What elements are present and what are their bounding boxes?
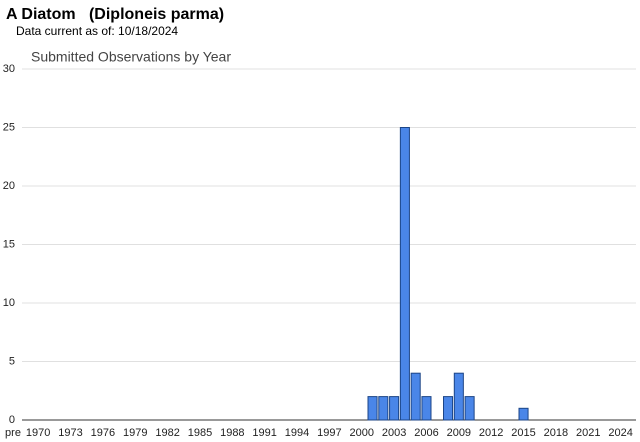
y-tick-label: 10 xyxy=(3,297,15,309)
bar xyxy=(399,127,410,421)
y-tick-label: 30 xyxy=(3,63,15,75)
x-tick-label: 1994 xyxy=(285,427,309,439)
x-tick-label: 1970 xyxy=(26,427,50,439)
y-tick-label: 25 xyxy=(3,121,15,133)
bar xyxy=(453,372,464,421)
x-tick-label: 2000 xyxy=(350,427,374,439)
bar xyxy=(464,396,475,421)
bar xyxy=(443,396,454,421)
bar xyxy=(378,396,389,421)
x-tick-label: 1973 xyxy=(58,427,82,439)
y-tick-label: 15 xyxy=(3,238,15,250)
y-tick-label: 20 xyxy=(3,180,15,192)
x-tick-label: 2021 xyxy=(576,427,600,439)
x-tick-label: 1991 xyxy=(252,427,276,439)
x-tick-label: 2003 xyxy=(382,427,406,439)
bar xyxy=(410,372,421,421)
bar xyxy=(389,396,400,421)
page-title: A Diatom (Diploneis parma) xyxy=(6,6,224,23)
x-tick-label: 1988 xyxy=(220,427,244,439)
x-tick-label: pre xyxy=(5,427,21,439)
x-tick-label: 1997 xyxy=(317,427,341,439)
x-tick-label: 2024 xyxy=(608,427,632,439)
x-tick-label: 1979 xyxy=(123,427,147,439)
y-tick-label: 5 xyxy=(9,355,15,367)
bar xyxy=(421,396,432,421)
x-tick-label: 1976 xyxy=(91,427,115,439)
x-tick-label: 2018 xyxy=(544,427,568,439)
y-tick-label: 0 xyxy=(9,414,15,426)
x-tick-label: 1985 xyxy=(188,427,212,439)
bar xyxy=(367,396,378,421)
subtitle: Data current as of: 10/18/2024 xyxy=(16,24,178,38)
chart-title: Submitted Observations by Year xyxy=(31,49,231,65)
x-tick-label: 2006 xyxy=(414,427,438,439)
x-tick-label: 2009 xyxy=(447,427,471,439)
x-tick-label: 1982 xyxy=(155,427,179,439)
bar xyxy=(518,407,529,421)
x-tick-label: 2012 xyxy=(479,427,503,439)
x-tick-label: 2015 xyxy=(511,427,535,439)
